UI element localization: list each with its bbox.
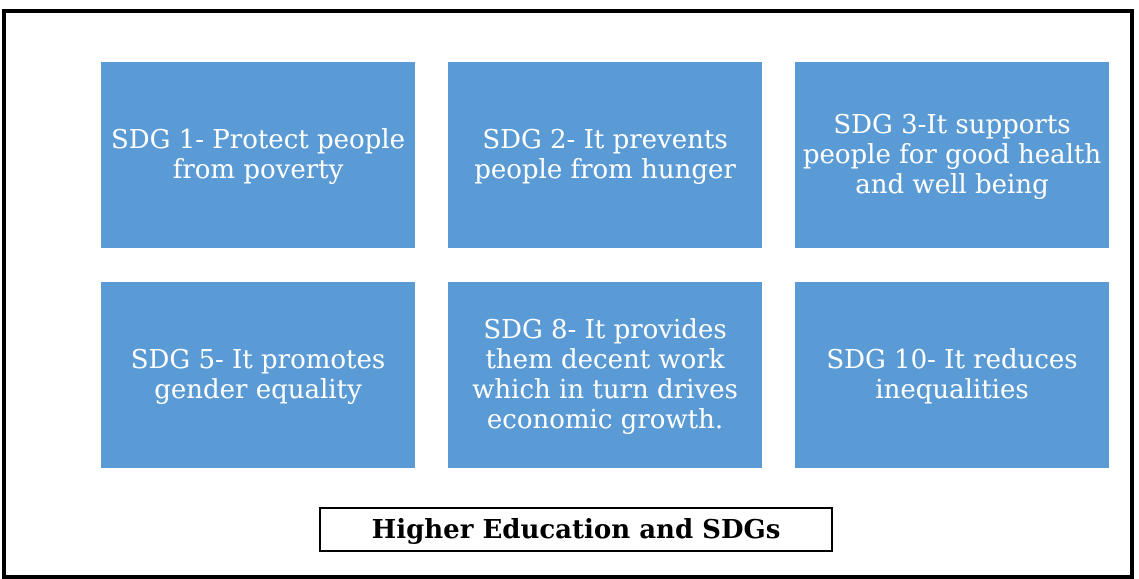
sdg-box-1: SDG 1- Protect people from poverty — [101, 62, 415, 248]
sdg-box-2: SDG 2- It prevents people from hunger — [448, 62, 762, 248]
sdg-box-8: SDG 8- It provides them decent work whic… — [448, 282, 762, 468]
sdg-box-5: SDG 5- It promotes gender equality — [101, 282, 415, 468]
sdg-box-3: SDG 3-It supports people for good health… — [795, 62, 1109, 248]
sdg-box-10: SDG 10- It reduces inequalities — [795, 282, 1109, 468]
diagram-caption: Higher Education and SDGs — [319, 507, 833, 552]
